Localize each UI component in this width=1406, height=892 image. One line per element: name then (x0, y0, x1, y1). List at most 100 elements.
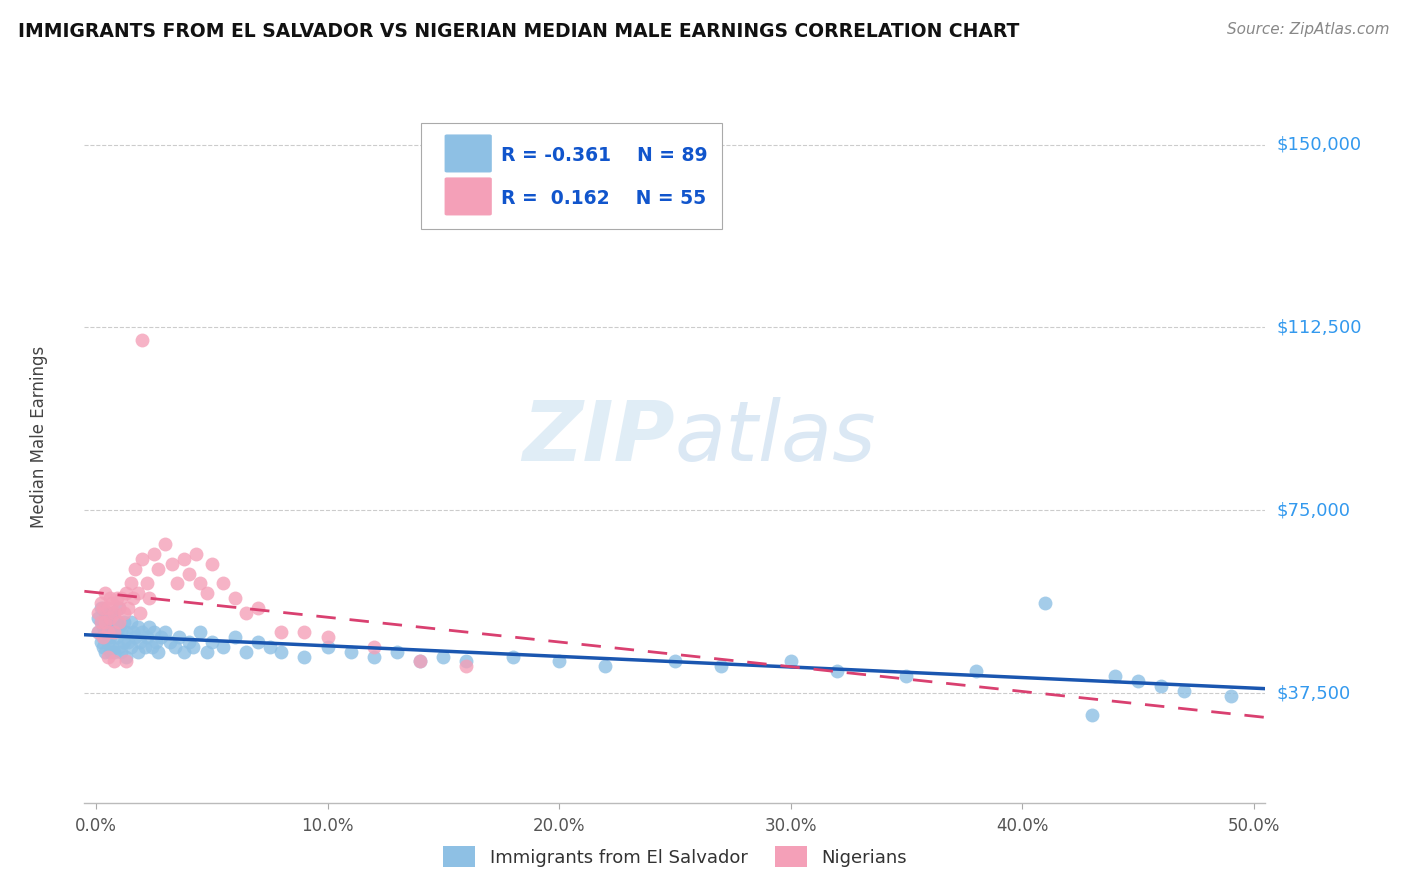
Text: $150,000: $150,000 (1277, 136, 1361, 153)
Point (131, 625, 153, 640)
FancyBboxPatch shape (444, 178, 492, 216)
Point (148, 562, 170, 576)
Point (96, 606, 118, 620)
Point (385, 645, 408, 659)
Point (91, 630, 114, 644)
Point (124, 562, 146, 576)
Point (103, 645, 125, 659)
Point (188, 576, 211, 591)
Point (96, 615, 118, 630)
Point (173, 645, 195, 659)
Point (270, 645, 292, 659)
Point (292, 625, 315, 640)
Point (247, 635, 270, 649)
Point (409, 654, 432, 668)
Point (105, 630, 128, 644)
Point (134, 640, 156, 654)
Point (115, 649, 138, 664)
Point (110, 591, 132, 605)
Point (710, 659, 733, 673)
Point (101, 606, 124, 620)
Point (120, 576, 142, 591)
Point (94, 586, 117, 600)
Point (141, 640, 163, 654)
Point (98, 645, 121, 659)
Point (101, 640, 124, 654)
Point (201, 635, 224, 649)
Point (779, 654, 801, 668)
Point (94, 645, 117, 659)
FancyBboxPatch shape (420, 122, 723, 228)
Point (110, 625, 132, 640)
Point (292, 649, 315, 664)
Point (127, 586, 149, 600)
Point (456, 659, 478, 673)
Point (115, 654, 138, 668)
Point (90, 615, 112, 630)
Point (98, 630, 121, 644)
Point (212, 576, 235, 591)
Text: $112,500: $112,500 (1277, 318, 1362, 336)
Point (155, 625, 177, 640)
Point (548, 654, 571, 668)
Point (1150, 679, 1173, 693)
Point (1104, 669, 1126, 683)
Point (90, 600, 112, 615)
Point (94, 610, 117, 624)
Point (135, 630, 157, 644)
Point (135, 576, 157, 591)
Point (91, 630, 114, 644)
Legend: Immigrants from El Salvador, Nigerians: Immigrants from El Salvador, Nigerians (436, 839, 914, 874)
Point (115, 586, 138, 600)
Point (595, 659, 617, 673)
Point (112, 635, 135, 649)
Text: $37,500: $37,500 (1277, 684, 1351, 702)
Point (94, 615, 117, 630)
Point (108, 620, 131, 634)
Text: atlas: atlas (675, 397, 876, 477)
Point (270, 625, 292, 640)
Point (124, 630, 146, 644)
Point (90, 615, 112, 630)
Point (103, 654, 125, 668)
Point (363, 640, 385, 654)
Point (112, 606, 135, 620)
Point (409, 654, 432, 668)
Point (122, 625, 145, 640)
Point (201, 557, 224, 571)
Text: $75,000: $75,000 (1277, 501, 1351, 519)
Point (129, 606, 152, 620)
Point (103, 625, 125, 640)
Point (127, 620, 149, 634)
Point (120, 615, 142, 630)
Point (108, 640, 131, 654)
Point (339, 645, 361, 659)
Point (432, 649, 454, 664)
Point (142, 625, 165, 640)
Point (108, 600, 131, 615)
Point (965, 664, 987, 678)
Point (87, 625, 110, 640)
Point (825, 664, 848, 678)
Text: R = -0.361    N = 89: R = -0.361 N = 89 (502, 146, 707, 165)
Point (120, 640, 142, 654)
Point (90, 635, 112, 649)
Point (98, 591, 121, 605)
Point (142, 547, 165, 561)
Point (101, 596, 124, 610)
Point (247, 600, 270, 615)
Point (1219, 689, 1241, 703)
Point (101, 620, 124, 634)
Point (316, 640, 339, 654)
Point (122, 591, 145, 605)
Point (177, 635, 200, 649)
Point (129, 635, 152, 649)
Text: Source: ZipAtlas.com: Source: ZipAtlas.com (1226, 22, 1389, 37)
Point (96, 649, 118, 664)
Point (110, 645, 132, 659)
FancyBboxPatch shape (444, 135, 492, 172)
Point (91, 620, 114, 634)
Point (117, 600, 139, 615)
Point (235, 645, 257, 659)
Point (224, 591, 246, 605)
